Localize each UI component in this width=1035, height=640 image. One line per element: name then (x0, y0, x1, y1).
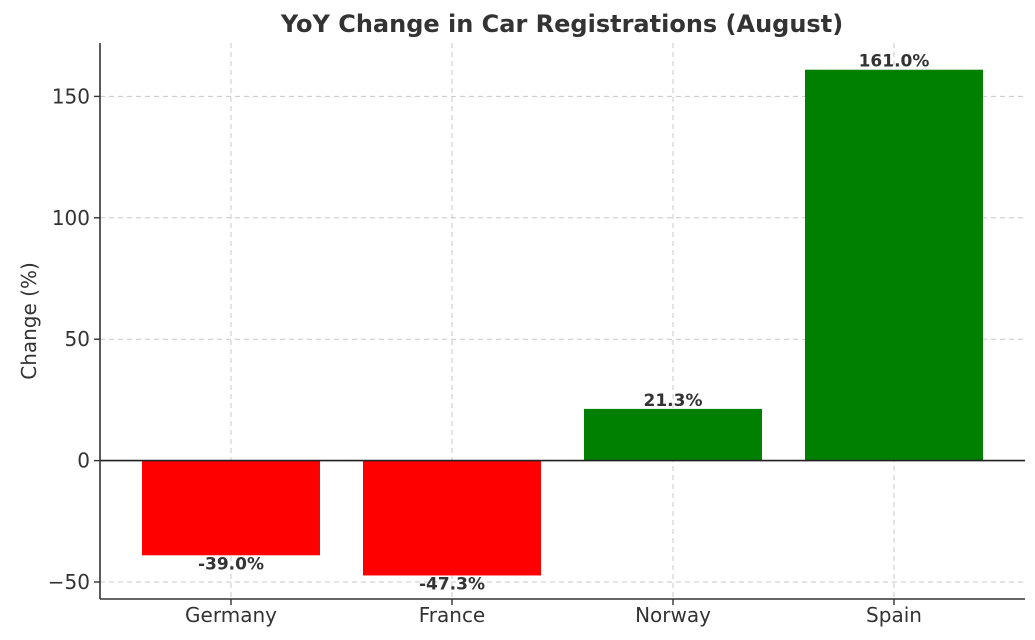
x-tick-label-spain: Spain (866, 603, 922, 627)
y-tick-label-3: 100 (52, 206, 90, 230)
bar-spain (805, 69, 983, 461)
data-label-germany: -39.0% (198, 554, 264, 574)
axes-layer (94, 43, 1025, 605)
bars-layer (142, 69, 983, 576)
data-label-france: -47.3% (419, 574, 485, 594)
bar-france (363, 460, 541, 576)
x-tick-label-germany: Germany (185, 603, 277, 627)
y-tick-label-4: 150 (52, 84, 90, 108)
chart-title: YoY Change in Car Registrations (August) (280, 10, 843, 38)
x-tick-label-norway: Norway (635, 603, 711, 627)
y-tick-label-1: 0 (77, 449, 90, 473)
labels-layer: −50 0 50 100 150 Germany France Norway Spain -39.… (48, 52, 930, 627)
y-tick-label-0: −50 (48, 570, 90, 594)
y-tick-label-2: 50 (65, 327, 90, 351)
data-label-spain: 161.0% (859, 52, 930, 72)
y-axis-label: Change (%) (17, 262, 41, 380)
data-label-norway: 21.3% (644, 391, 703, 411)
x-tick-label-france: France (419, 603, 486, 627)
bar-norway (584, 408, 762, 461)
bar-germany (142, 460, 320, 556)
